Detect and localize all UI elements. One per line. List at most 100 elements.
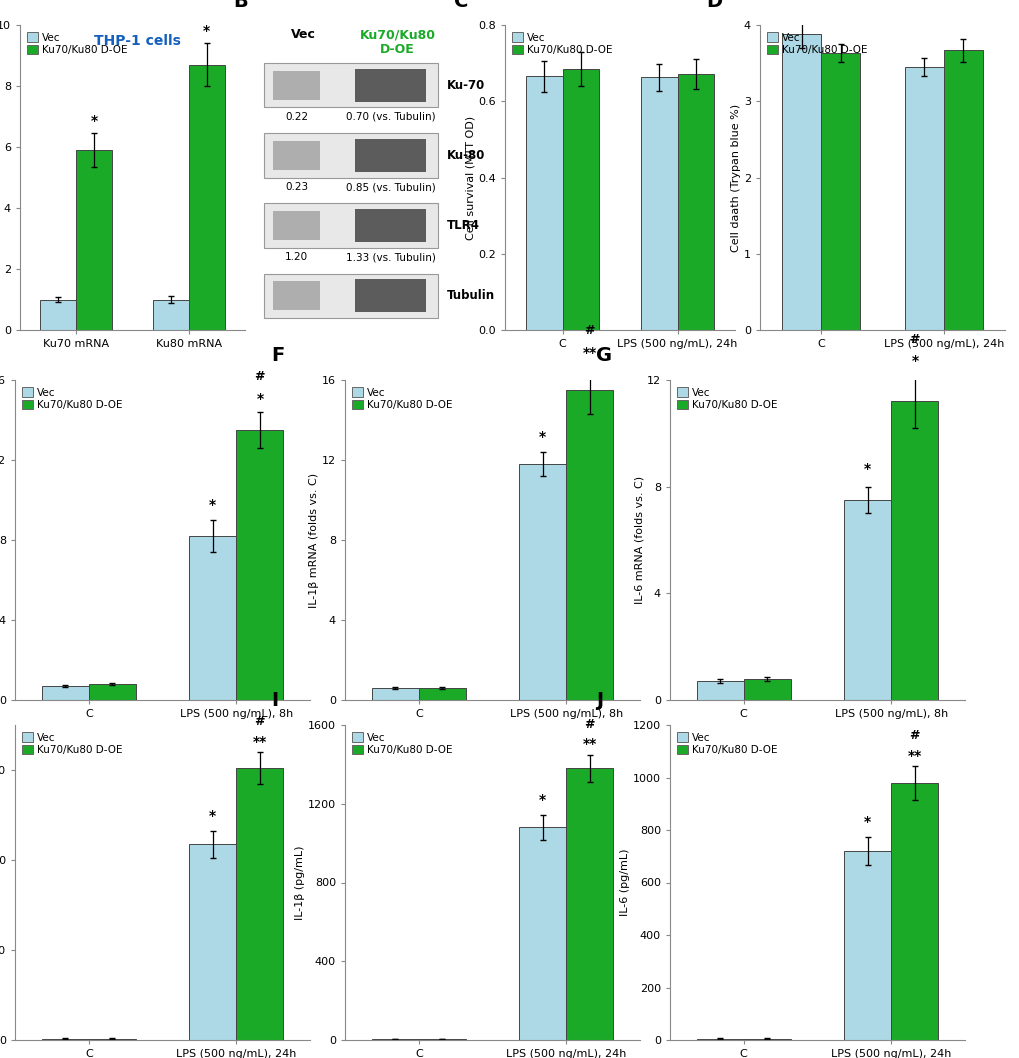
Text: #: #	[909, 729, 919, 742]
Bar	[820, 53, 860, 330]
FancyBboxPatch shape	[264, 63, 437, 107]
Bar	[525, 76, 561, 330]
Bar	[782, 34, 820, 330]
FancyBboxPatch shape	[264, 203, 437, 248]
Text: *: *	[203, 24, 210, 38]
Text: THP-1 cells: THP-1 cells	[94, 34, 180, 49]
Bar	[844, 500, 891, 700]
FancyBboxPatch shape	[355, 279, 426, 312]
Bar	[561, 69, 599, 330]
FancyBboxPatch shape	[273, 281, 320, 310]
Bar	[40, 299, 76, 330]
Bar	[236, 430, 283, 700]
Bar	[89, 1039, 136, 1040]
Legend: Vec, Ku70/Ku80 D-OE: Vec, Ku70/Ku80 D-OE	[20, 730, 124, 758]
Text: B: B	[233, 0, 248, 11]
Text: C: C	[453, 0, 469, 11]
Text: 0.85 (vs. Tubulin): 0.85 (vs. Tubulin)	[345, 182, 435, 193]
FancyBboxPatch shape	[355, 208, 426, 242]
Bar	[42, 686, 89, 700]
Bar	[640, 77, 677, 330]
Text: **: **	[253, 735, 267, 749]
Bar	[189, 536, 236, 700]
Bar	[566, 768, 612, 1040]
Legend: Vec, Ku70/Ku80 D-OE: Vec, Ku70/Ku80 D-OE	[350, 385, 454, 413]
Text: D: D	[705, 0, 721, 11]
Text: TLR4: TLR4	[446, 219, 480, 232]
Text: *: *	[91, 114, 98, 128]
Legend: Vec, Ku70/Ku80 D-OE: Vec, Ku70/Ku80 D-OE	[25, 31, 129, 57]
Y-axis label: Cell survival (MTT OD): Cell survival (MTT OD)	[465, 115, 475, 239]
Legend: Vec, Ku70/Ku80 D-OE: Vec, Ku70/Ku80 D-OE	[764, 31, 868, 57]
Text: #: #	[255, 715, 265, 728]
Bar	[566, 390, 612, 700]
Text: **: **	[582, 346, 596, 360]
Legend: Vec, Ku70/Ku80 D-OE: Vec, Ku70/Ku80 D-OE	[350, 730, 454, 758]
Text: #: #	[909, 333, 919, 346]
FancyBboxPatch shape	[273, 141, 320, 170]
FancyBboxPatch shape	[355, 69, 426, 102]
Bar	[89, 685, 136, 700]
Text: *: *	[209, 498, 216, 512]
Text: G: G	[596, 346, 611, 365]
Bar	[189, 65, 224, 330]
Text: 1.20: 1.20	[284, 252, 308, 262]
Text: *: *	[209, 809, 216, 823]
Bar	[42, 1039, 89, 1040]
Bar	[519, 827, 566, 1040]
Bar	[904, 67, 943, 330]
Bar	[891, 401, 937, 700]
Legend: Vec, Ku70/Ku80 D-OE: Vec, Ku70/Ku80 D-OE	[675, 730, 779, 758]
Bar	[371, 688, 419, 700]
Text: 0.23: 0.23	[284, 182, 308, 193]
Bar	[696, 681, 743, 700]
Text: 1.33 (vs. Tubulin): 1.33 (vs. Tubulin)	[345, 252, 435, 262]
Y-axis label: Cell daath (Trypan blue %): Cell daath (Trypan blue %)	[731, 104, 741, 252]
Text: 0.70 (vs. Tubulin): 0.70 (vs. Tubulin)	[345, 112, 435, 122]
Text: *: *	[910, 354, 917, 368]
Text: F: F	[271, 346, 284, 365]
Bar	[76, 150, 112, 330]
Bar	[189, 844, 236, 1040]
Y-axis label: IL-1β mRNA (folds vs. C): IL-1β mRNA (folds vs. C)	[309, 473, 319, 607]
Text: I: I	[271, 691, 278, 710]
Text: **: **	[582, 737, 596, 751]
Text: #: #	[584, 324, 594, 338]
Bar	[677, 74, 713, 330]
Text: Ku70/Ku80
D-OE: Ku70/Ku80 D-OE	[360, 29, 435, 56]
Y-axis label: IL-1β (pg/mL): IL-1β (pg/mL)	[294, 845, 305, 919]
Bar	[844, 851, 891, 1040]
Bar	[419, 688, 466, 700]
Legend: Vec, Ku70/Ku80 D-OE: Vec, Ku70/Ku80 D-OE	[20, 385, 124, 413]
Y-axis label: IL-6 (pg/mL): IL-6 (pg/mL)	[620, 849, 630, 916]
Text: *: *	[863, 815, 870, 828]
Text: *: *	[539, 430, 546, 444]
Text: **: **	[907, 749, 921, 763]
FancyBboxPatch shape	[355, 139, 426, 172]
Text: Vec: Vec	[291, 29, 316, 41]
Text: *: *	[539, 792, 546, 806]
Bar	[743, 1039, 790, 1040]
Text: Tubulin: Tubulin	[446, 289, 494, 303]
FancyBboxPatch shape	[264, 133, 437, 178]
Text: *: *	[863, 462, 870, 476]
Bar	[236, 768, 283, 1040]
FancyBboxPatch shape	[273, 211, 320, 240]
FancyBboxPatch shape	[273, 71, 320, 99]
Bar	[743, 678, 790, 700]
Text: J: J	[596, 691, 603, 710]
Text: *: *	[256, 391, 263, 405]
Bar	[696, 1039, 743, 1040]
Text: 0.22: 0.22	[284, 112, 308, 122]
Text: Ku-70: Ku-70	[446, 78, 485, 92]
FancyBboxPatch shape	[264, 274, 437, 317]
Bar	[519, 464, 566, 700]
Legend: Vec, Ku70/Ku80 D-OE: Vec, Ku70/Ku80 D-OE	[675, 385, 779, 413]
Text: #: #	[584, 718, 594, 731]
Bar	[943, 50, 982, 330]
Text: #: #	[255, 370, 265, 383]
Bar	[891, 783, 937, 1040]
Y-axis label: IL-6 mRNA (folds vs. C): IL-6 mRNA (folds vs. C)	[634, 476, 643, 604]
Text: Ku-80: Ku-80	[446, 149, 485, 162]
Bar	[153, 299, 189, 330]
